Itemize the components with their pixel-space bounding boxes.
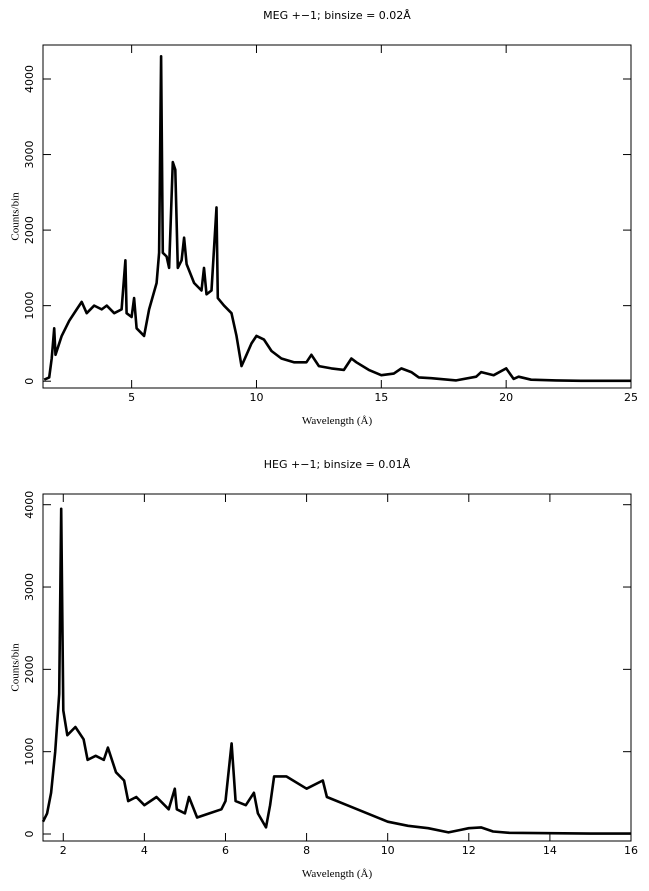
y-tick-label: 4000 bbox=[23, 65, 36, 93]
plot-frame bbox=[42, 44, 632, 389]
y-tick-label: 3000 bbox=[23, 573, 36, 601]
y-tick-label: 0 bbox=[23, 831, 36, 838]
x-tick-label: 6 bbox=[222, 844, 229, 857]
y-tick-label: 0 bbox=[23, 378, 36, 385]
x-tick-label: 15 bbox=[374, 391, 388, 404]
y-tick-label: 2000 bbox=[23, 216, 36, 244]
x-tick-label: 4 bbox=[141, 844, 148, 857]
x-tick-label: 5 bbox=[128, 391, 135, 404]
y-tick-label: 3000 bbox=[23, 141, 36, 169]
x-axis-label: Wavelength (Å) bbox=[302, 868, 373, 880]
y-tick-label: 2000 bbox=[23, 655, 36, 683]
chart-title: HEG +−1; binsize = 0.01Å bbox=[264, 458, 411, 471]
x-axis-label: Wavelength (Å) bbox=[302, 415, 373, 427]
y-tick-label: 4000 bbox=[23, 491, 36, 519]
y-axis-label: Counts/bin bbox=[10, 192, 22, 241]
x-tick-label: 12 bbox=[462, 844, 476, 857]
x-tick-label: 20 bbox=[499, 391, 513, 404]
y-tick-label: 1000 bbox=[23, 738, 36, 766]
spectrum-line bbox=[41, 507, 631, 835]
x-tick-label: 16 bbox=[624, 844, 638, 857]
chart-title: MEG +−1; binsize = 0.02Å bbox=[263, 9, 411, 22]
y-tick-label: 1000 bbox=[23, 292, 36, 320]
x-tick-label: 8 bbox=[303, 844, 310, 857]
y-axis-label: Counts/bin bbox=[10, 643, 22, 692]
x-tick-label: 10 bbox=[381, 844, 395, 857]
x-tick-label: 10 bbox=[249, 391, 263, 404]
x-tick-label: 25 bbox=[624, 391, 638, 404]
spectrum-line bbox=[43, 55, 631, 383]
x-tick-label: 2 bbox=[60, 844, 67, 857]
plot-frame bbox=[42, 493, 632, 842]
x-tick-label: 14 bbox=[543, 844, 557, 857]
